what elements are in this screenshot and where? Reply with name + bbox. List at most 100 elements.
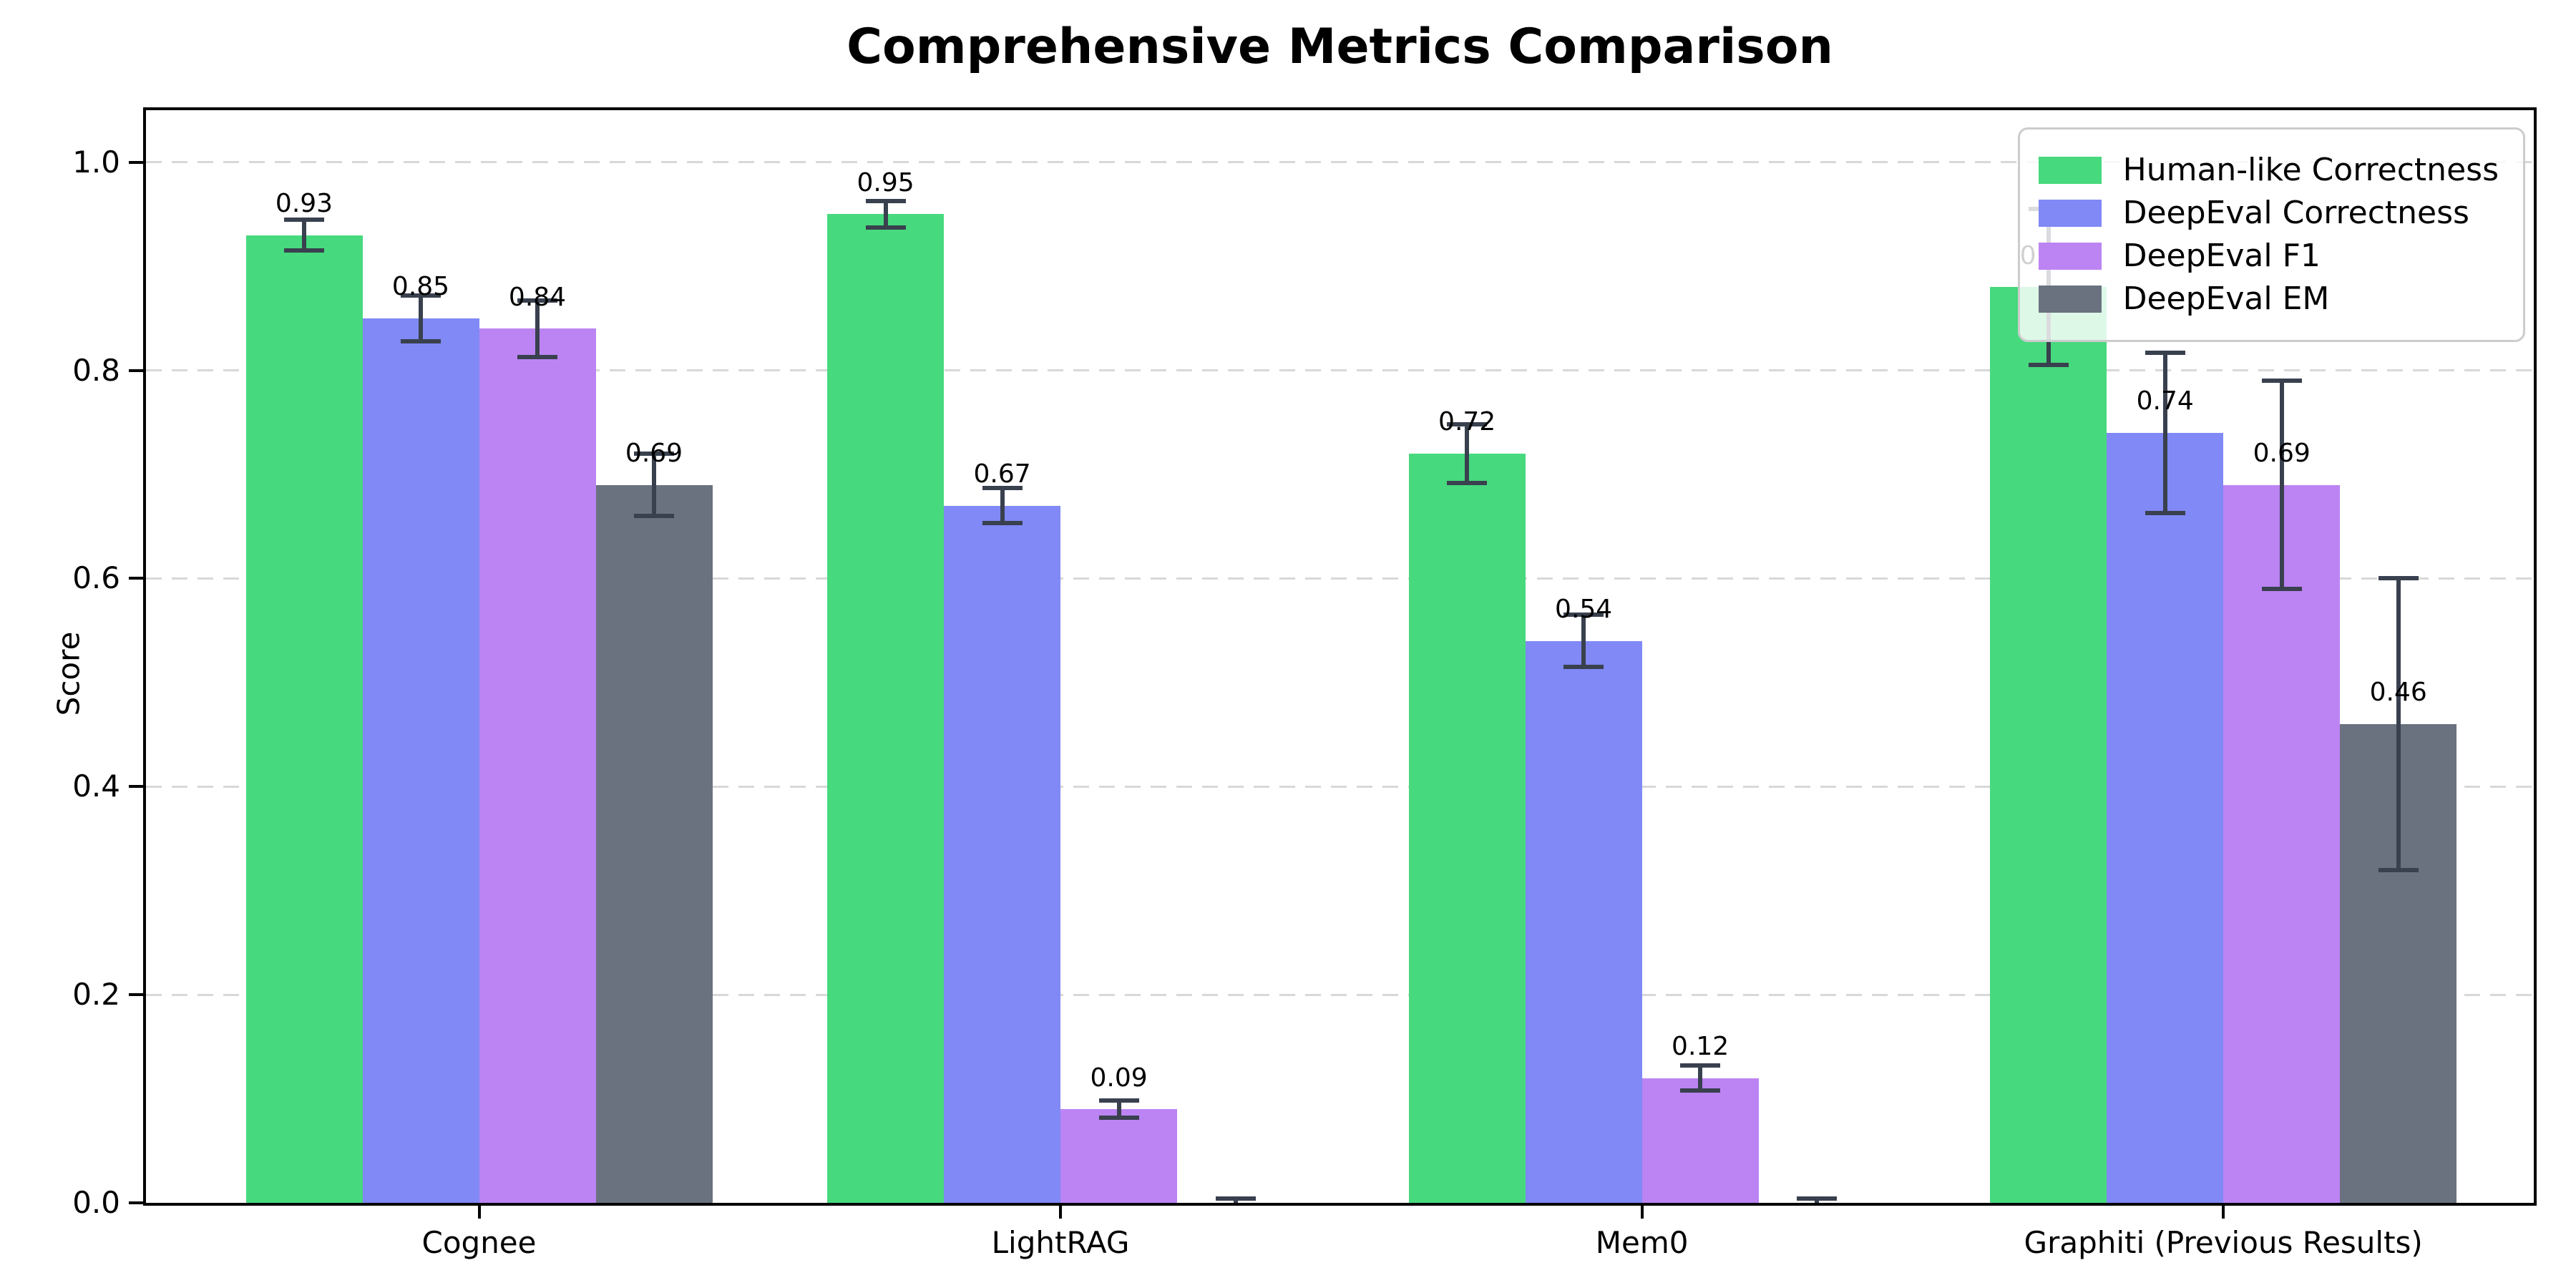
- error-bar-cap-bottom: [2145, 510, 2185, 515]
- bar-value-label: 0.67: [973, 459, 1031, 489]
- bar-value-label: 0.95: [857, 167, 914, 197]
- bar: [245, 235, 363, 1203]
- legend-swatch: [2038, 286, 2102, 313]
- error-bar-cap-top: [401, 293, 441, 298]
- gridline: [146, 785, 2534, 788]
- legend-item: DeepEval F1: [2038, 238, 2499, 274]
- error-bar-line: [1698, 1065, 1703, 1091]
- error-bar-line: [1000, 487, 1005, 524]
- error-bar-cap-top: [865, 198, 906, 203]
- legend-swatch: [2038, 243, 2102, 270]
- gridline: [146, 577, 2534, 580]
- bar: [1060, 1109, 1178, 1203]
- x-tick-label: Cognee: [421, 1225, 537, 1260]
- bar: [1641, 1078, 1759, 1203]
- error-bar-cap-bottom: [2261, 586, 2302, 591]
- error-bar-cap-bottom: [1563, 665, 1604, 670]
- error-bar-cap-bottom: [517, 354, 557, 359]
- y-tick-label: 0.0: [72, 1185, 120, 1220]
- x-tick-mark: [477, 1206, 481, 1219]
- error-bar-line: [1465, 424, 1470, 483]
- legend-swatch: [2038, 200, 2102, 227]
- y-tick-mark: [129, 785, 143, 789]
- error-bar-cap-top: [1680, 1063, 1721, 1068]
- error-bar-line: [1116, 1101, 1121, 1118]
- error-bar-cap-bottom: [401, 338, 441, 343]
- error-bar-line: [883, 200, 888, 228]
- y-tick-mark: [129, 369, 143, 372]
- bar: [2107, 432, 2224, 1203]
- error-bar-cap-bottom: [1098, 1115, 1139, 1120]
- error-bar-line: [2279, 381, 2284, 589]
- bar: [2223, 484, 2341, 1203]
- legend-label: DeepEval EM: [2122, 280, 2330, 317]
- y-axis-title: Score: [51, 631, 87, 716]
- error-bar-line: [2396, 578, 2401, 870]
- legend-item: DeepEval Correctness: [2038, 195, 2499, 231]
- error-bar-cap-bottom: [634, 514, 674, 519]
- error-bar-cap-top: [1447, 422, 1488, 427]
- bar-value-label: 0.85: [391, 272, 450, 302]
- x-tick-mark: [1059, 1206, 1063, 1219]
- bar-value-label: 0.12: [1672, 1031, 1729, 1061]
- bar: [1525, 640, 1642, 1203]
- bar: [1990, 287, 2107, 1203]
- legend-label: DeepEval F1: [2122, 238, 2321, 274]
- bar-value-label: 0.54: [1555, 595, 1613, 625]
- legend: Human-like Correctness DeepEval Correctne…: [2017, 127, 2525, 342]
- error-bar-cap-bottom: [2378, 867, 2419, 872]
- y-tick-label: 0.8: [72, 352, 120, 388]
- y-tick-mark: [129, 577, 143, 580]
- bar-value-label: 0.46: [2369, 678, 2427, 708]
- bar-value-label: 0.69: [625, 438, 683, 468]
- error-bar-line: [302, 219, 306, 251]
- y-tick-label: 0.6: [72, 560, 120, 596]
- bar: [595, 484, 713, 1203]
- bar-value-label: 0.74: [2136, 386, 2194, 416]
- bar-layer: 0.930.950.720.880.850.670.540.740.840.09…: [146, 110, 2534, 1203]
- y-tick-mark: [129, 1201, 143, 1204]
- gridline: [146, 369, 2534, 372]
- error-bar-line: [419, 295, 423, 341]
- error-bar-cap-top: [517, 298, 557, 303]
- error-bar-cap-top: [2261, 379, 2302, 384]
- x-tick-label: LightRAG: [991, 1225, 1130, 1260]
- bar-value-label: 0.09: [1090, 1063, 1148, 1093]
- bar-value-label: 0.84: [508, 282, 567, 312]
- error-bar-cap-top: [1215, 1196, 1256, 1201]
- error-bar-cap-top: [2378, 576, 2419, 581]
- bar: [479, 328, 596, 1203]
- error-bar-cap-top: [1098, 1098, 1139, 1103]
- error-bar-cap-bottom: [1447, 480, 1488, 485]
- legend-item: DeepEval EM: [2038, 280, 2499, 317]
- legend-label: DeepEval Correctness: [2122, 195, 2469, 231]
- error-bar-cap-bottom: [865, 225, 906, 230]
- error-bar-cap-top: [284, 217, 324, 222]
- legend-swatch: [2038, 157, 2102, 184]
- y-tick-label: 1.0: [72, 144, 120, 180]
- y-tick-mark: [129, 993, 143, 997]
- x-tick-mark: [1640, 1206, 1644, 1219]
- y-tick-mark: [129, 160, 143, 164]
- error-bar-cap-bottom: [1680, 1088, 1721, 1093]
- bar-value-label: 0.69: [2253, 438, 2311, 468]
- x-tick-mark: [2222, 1206, 2225, 1219]
- legend-label: Human-like Correctness: [2122, 152, 2499, 188]
- x-tick-label: Mem0: [1595, 1225, 1689, 1260]
- error-bar-line: [652, 453, 656, 517]
- chart-title: Comprehensive Metrics Comparison: [847, 19, 1833, 75]
- error-bar-cap-bottom: [284, 248, 324, 253]
- y-tick-label: 0.2: [72, 977, 120, 1013]
- error-bar-line: [535, 301, 540, 357]
- bar: [944, 505, 1061, 1203]
- gridline: [146, 993, 2534, 996]
- error-bar-line: [2162, 352, 2167, 513]
- gridline: [146, 161, 2534, 164]
- error-bar-cap-top: [982, 485, 1023, 490]
- bar: [362, 318, 479, 1203]
- x-tick-label: Graphiti (Previous Results): [2024, 1225, 2423, 1260]
- y-tick-label: 0.4: [72, 769, 120, 804]
- plot-area: 0.930.950.720.880.850.670.540.740.840.09…: [143, 107, 2537, 1206]
- error-bar-cap-top: [2145, 350, 2185, 355]
- grid-layer: [146, 110, 2534, 1203]
